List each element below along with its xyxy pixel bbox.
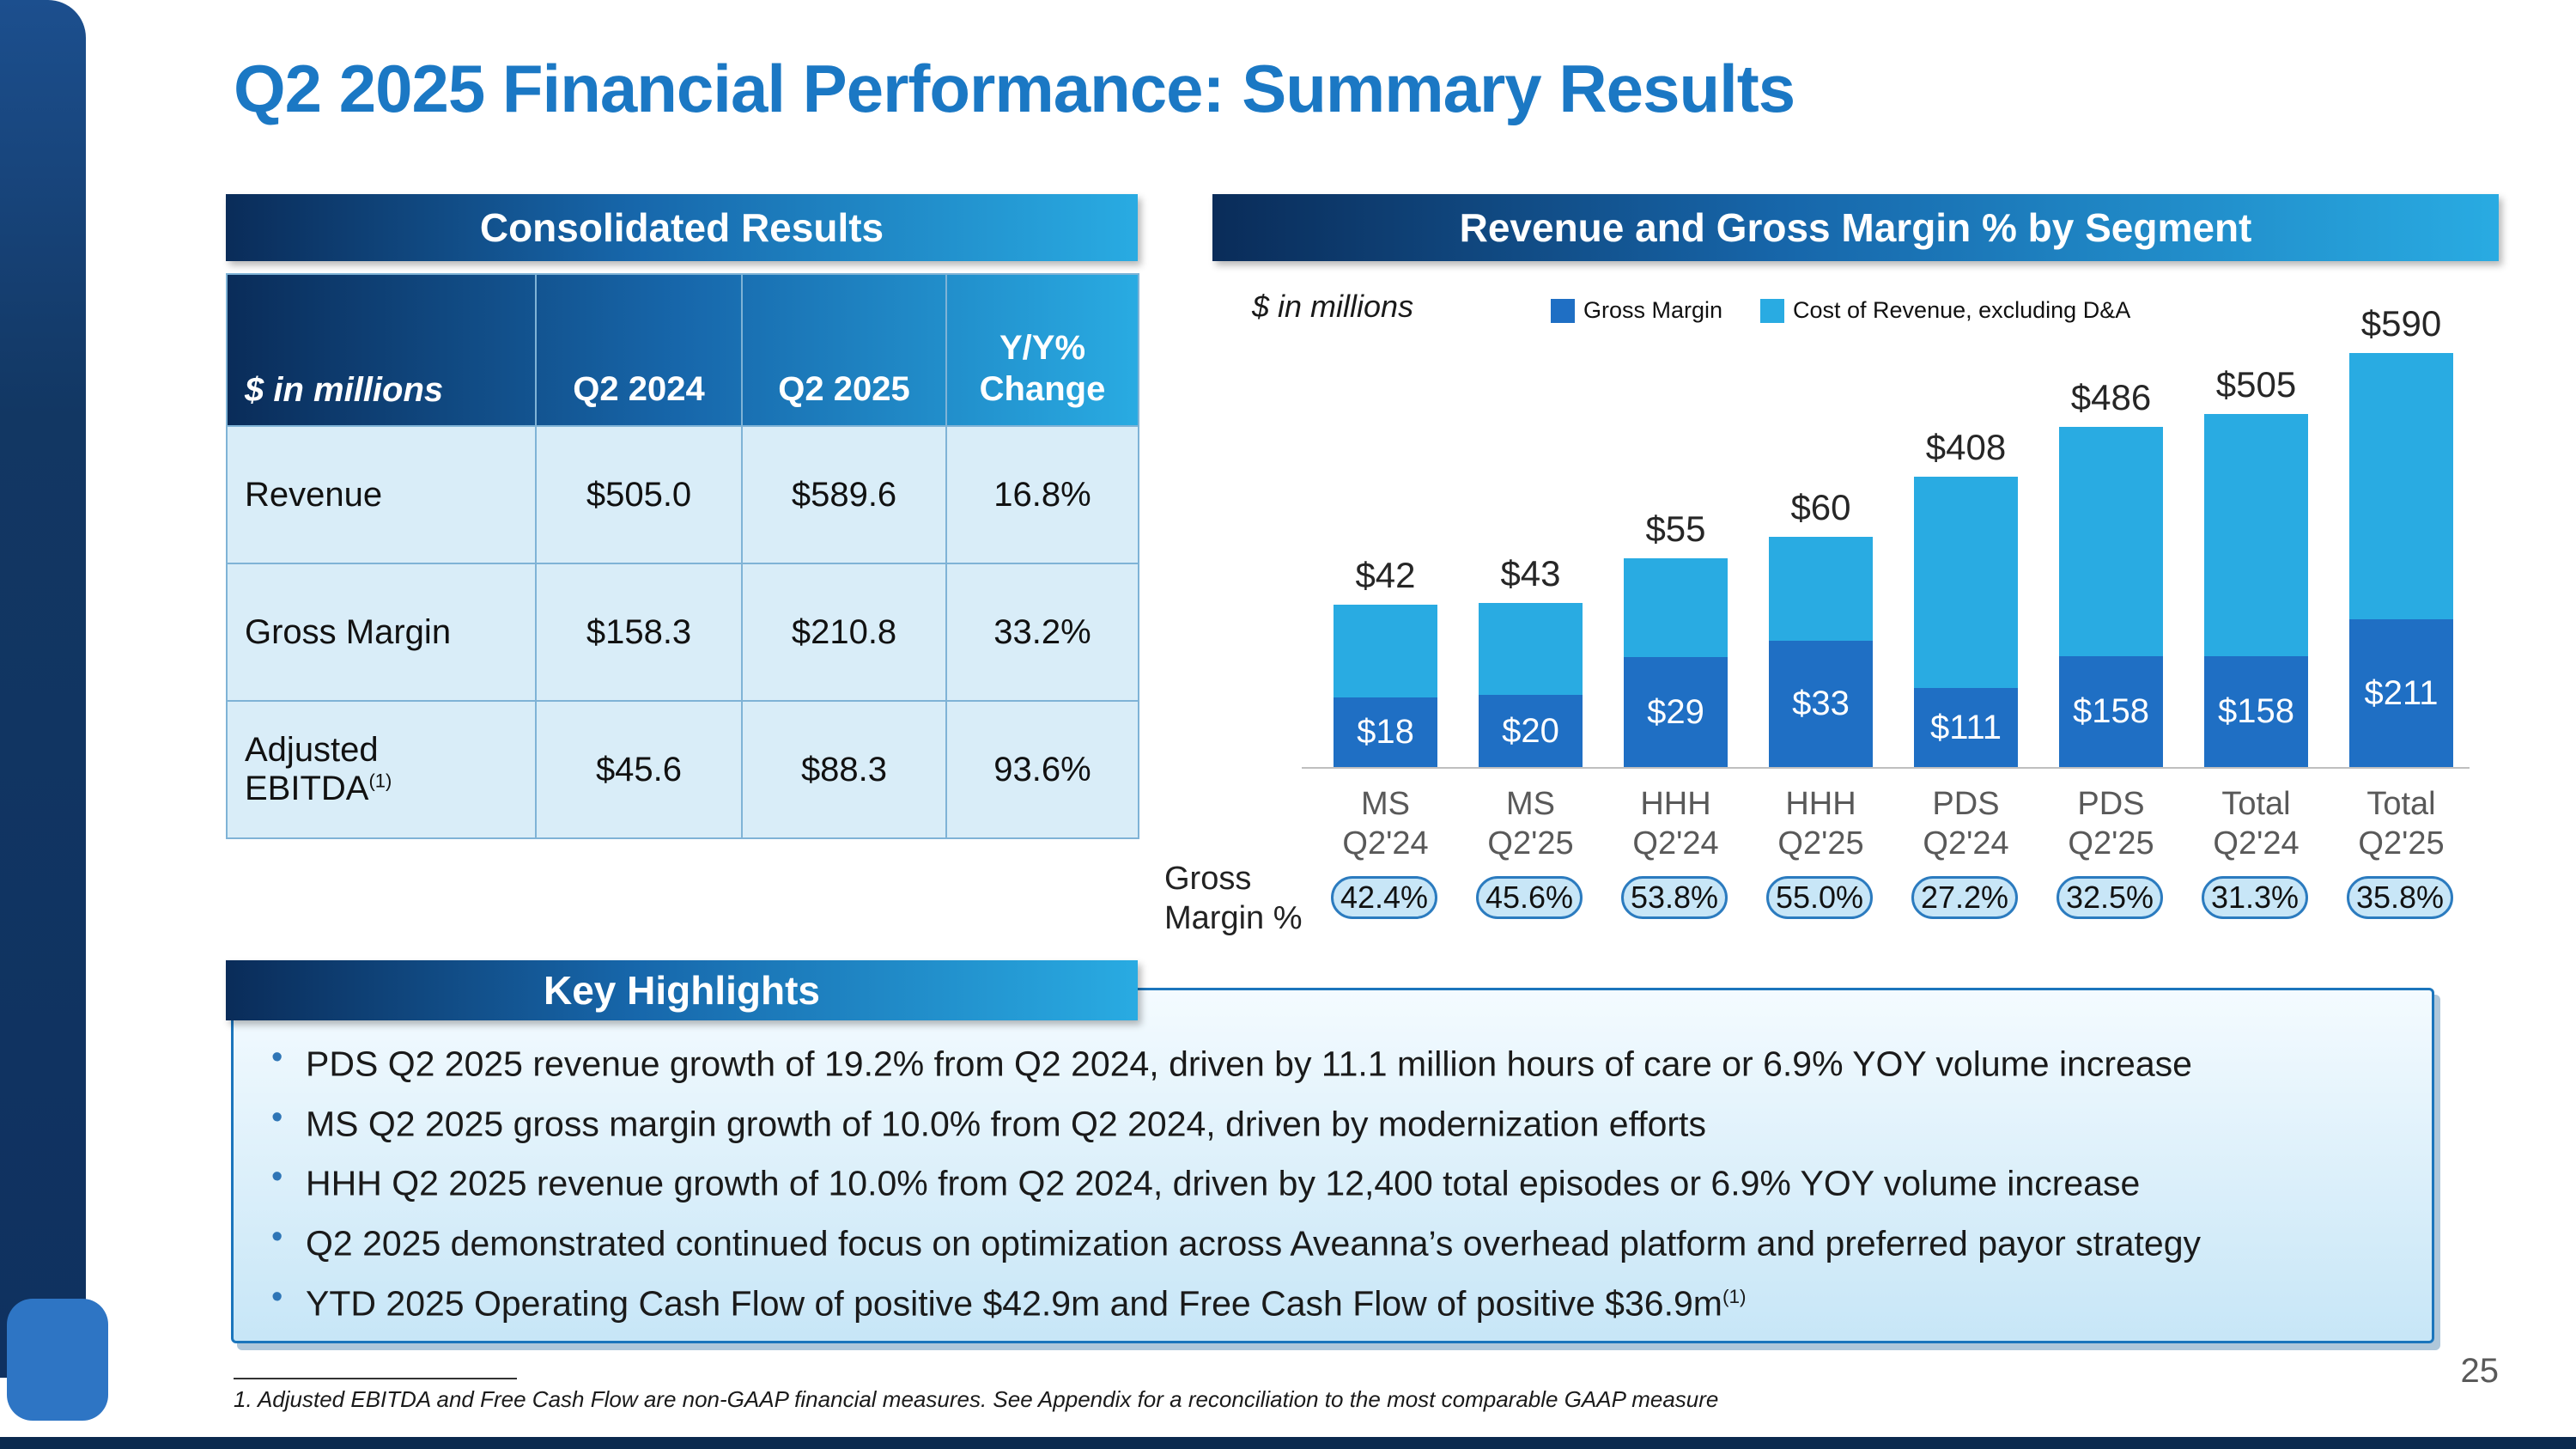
value-adjusted-ebitda-q2-2025: $88.3 [741,700,947,839]
legend-item-gross-margin: Gross Margin [1551,297,1722,324]
value-gross-margin-q2-2025: $210.8 [741,563,947,702]
cost-of-revenue-segment [1914,477,2018,688]
gross-margin-pct-badge: 42.4% [1331,876,1437,919]
consolidated-results-header: Consolidated Results [226,194,1138,261]
row-label-text: Revenue [245,475,383,514]
highlight-text: MS Q2 2025 gross margin growth of 10.0% … [306,1104,1706,1144]
highlight-text: PDS Q2 2025 revenue growth of 19.2% from… [306,1044,2192,1084]
table-row-gross-margin: Gross Margin $158.3 $210.8 33.2% [226,563,1139,702]
legend-label: Gross Margin [1583,297,1723,323]
highlight-bullet: YTD 2025 Operating Cash Flow of positive… [266,1270,2396,1330]
highlight-bullet: PDS Q2 2025 revenue growth of 19.2% from… [266,1031,2396,1091]
cost-of-revenue-segment [1769,537,1873,641]
key-highlights-header: Key Highlights [226,960,1138,1020]
bar-total-label: $590 [2360,303,2442,344]
gross-margin-segment: $111 [1914,688,2018,767]
bar-total-label: $42 [1355,555,1416,595]
value-revenue-yoy: 16.8% [945,425,1139,564]
gross-margin-segment: $18 [1334,697,1437,767]
gross-margin-segment: $211 [2349,619,2453,767]
value-adjusted-ebitda-q2-2024: $45.6 [535,700,743,839]
bar-category-label: MS Q2'24 [1342,786,1429,861]
bar-total-label: $55 [1645,508,1706,549]
column-header-yoy-change: Y/Y% Change [945,273,1139,427]
gross-margin-pct-badge: 55.0% [1766,876,1873,919]
value-gross-margin-q2-2024: $158.3 [535,563,743,702]
column-header-q2-2025: Q2 2025 [741,273,947,427]
bar-category-label: MS Q2'25 [1487,786,1574,861]
gross-margin-pct-badge: 53.8% [1621,876,1728,919]
bar-category-label: Total Q2'25 [2358,786,2445,861]
highlight-bullet: MS Q2 2025 gross margin growth of 10.0% … [266,1091,2396,1151]
bar-category-label: Total Q2'24 [2213,786,2300,861]
legend-label: Cost of Revenue, excluding D&A [1793,297,2131,323]
footnote-text: 1. Adjusted EBITDA and Free Cash Flow ar… [234,1386,1719,1412]
value-gross-margin-yoy: 33.2% [945,563,1139,702]
highlight-text: YTD 2025 Operating Cash Flow of positive… [306,1283,1722,1324]
bar-total-label: $60 [1790,487,1851,527]
gross-margin-pct-badge: 31.3% [2202,876,2308,919]
bar-category-label: PDS Q2'24 [1923,786,2009,861]
bar-category-label: HHH Q2'25 [1777,786,1864,861]
cost-of-revenue-segment [2349,353,2453,619]
cost-of-revenue-segment [1334,605,1437,697]
row-label-text: Adjusted EBITDA [245,731,379,807]
footnote-divider-line [234,1378,517,1379]
cost-of-revenue-segment [1479,603,1583,695]
row-label-adjusted-ebitda: Adjusted EBITDA(1) [226,700,537,839]
row-label-revenue: Revenue [226,425,537,564]
consolidated-results-table: $ in millions Q2 2024 Q2 2025 Y/Y% Chang… [226,273,1139,839]
bar-category-label: HHH Q2'24 [1632,786,1719,861]
bottom-footer-strip [0,1437,2576,1449]
row-label-text: Gross Margin [245,612,452,651]
table-header-row: $ in millions Q2 2024 Q2 2025 Y/Y% Chang… [226,273,1139,427]
gross-margin-segment: $29 [1624,657,1728,767]
chart-baseline-axis [1302,767,2470,769]
value-revenue-q2-2025: $589.6 [741,425,947,564]
gross-margin-pct-badge: 27.2% [1911,876,2018,919]
slide-title: Q2 2025 Financial Performance: Summary R… [234,51,1795,126]
gross-margin-legend-swatch [1551,298,1575,323]
gross-margin-segment: $158 [2204,656,2308,767]
bar-total-label: $505 [2215,364,2297,405]
row-label-gross-margin: Gross Margin [226,563,537,702]
gross-margin-pct-badge: 32.5% [2057,876,2163,919]
highlight-text: Q2 2025 demonstrated continued focus on … [306,1223,2201,1263]
left-bottom-accent-block [7,1299,108,1421]
page-number: 25 [2460,1352,2500,1390]
gross-margin-pct-row-label: Gross Margin % [1164,861,1303,936]
cost-of-revenue-segment [2059,427,2163,656]
bar-total-label: $43 [1500,553,1561,594]
cost-of-revenue-segment [2204,414,2308,656]
gross-margin-segment: $158 [2059,656,2163,767]
footnote-marker: (1) [1722,1285,1747,1307]
table-row-revenue: Revenue $505.0 $589.6 16.8% [226,425,1139,564]
cost-of-revenue-legend-swatch [1760,298,1784,323]
value-revenue-q2-2024: $505.0 [535,425,743,564]
highlight-bullet: Q2 2025 demonstrated continued focus on … [266,1210,2396,1270]
legend-item-cost-of-revenue: Cost of Revenue, excluding D&A [1760,297,2130,324]
gross-margin-pct-badge: 45.6% [1476,876,1583,919]
gross-margin-pct-badge: 35.8% [2347,876,2453,919]
bar-category-label: PDS Q2'25 [2068,786,2154,861]
chart-units-label: $ in millions [1252,289,1414,324]
footnote-marker: (1) [368,770,392,792]
bar-total-label: $486 [2070,377,2152,417]
column-header-metric: $ in millions [226,273,537,427]
key-highlights-list: PDS Q2 2025 revenue growth of 19.2% from… [266,1031,2396,1330]
value-adjusted-ebitda-yoy: 93.6% [945,700,1139,839]
cost-of-revenue-segment [1624,558,1728,657]
gross-margin-segment: $20 [1479,695,1583,767]
table-row-adjusted-ebitda: Adjusted EBITDA(1) $45.6 $88.3 93.6% [226,700,1139,839]
segment-chart-header: Revenue and Gross Margin % by Segment [1212,194,2499,261]
gross-margin-segment: $33 [1769,641,1873,767]
highlight-text: HHH Q2 2025 revenue growth of 10.0% from… [306,1163,2141,1203]
bar-total-label: $408 [1925,427,2007,467]
column-header-q2-2024: Q2 2024 [535,273,743,427]
left-sidebar-decoration [0,0,86,1378]
highlight-bullet: HHH Q2 2025 revenue growth of 10.0% from… [266,1150,2396,1210]
